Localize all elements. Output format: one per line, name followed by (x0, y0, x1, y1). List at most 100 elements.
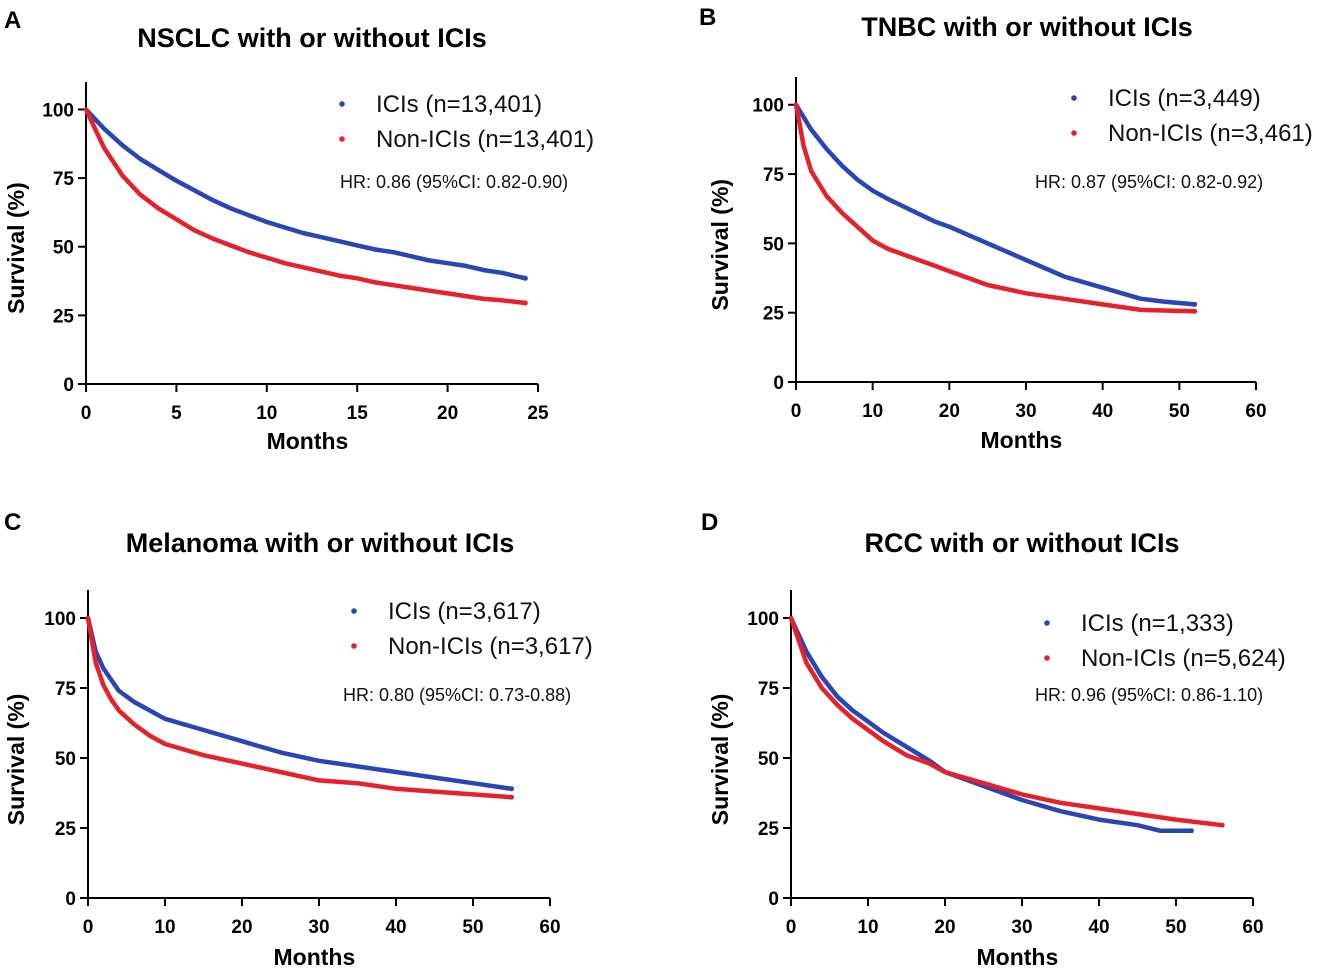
series-end-point (1192, 301, 1198, 307)
y-tick-label: 75 (53, 169, 75, 190)
legend-marker (1071, 130, 1077, 136)
y-tick-label: 50 (53, 238, 74, 259)
series-end-point (509, 794, 514, 800)
legend-marker (351, 643, 357, 649)
series-line-icis (83, 107, 528, 281)
legend-marker (1044, 620, 1050, 626)
legend-entry-icis: ICIs (n=3,617) (388, 598, 541, 625)
x-tick-label: 10 (862, 401, 883, 422)
x-axis-label: Months (267, 428, 349, 454)
y-tick-label: 0 (63, 375, 74, 396)
x-tick-label: 40 (1088, 917, 1109, 938)
series-line-icis (85, 615, 514, 792)
y-axis-label: Survival (%) (3, 182, 29, 314)
x-tick-label: 20 (437, 403, 458, 424)
y-tick-label: 75 (55, 679, 77, 700)
y-tick-label: 25 (763, 304, 785, 325)
y-axis-label: Survival (%) (3, 694, 29, 826)
panel-A: A NSCLC with or without ICIs 0 25 50 75 100 0 5 1… (3, 7, 594, 454)
x-tick-label: 0 (83, 917, 94, 938)
panel-letter: D (701, 509, 718, 536)
y-tick-label: 50 (763, 234, 784, 255)
x-tick-label: 30 (1015, 401, 1036, 422)
y-tick-label: 0 (768, 889, 779, 910)
hr-annotation: HR: 0.87 (95%CI: 0.82-0.92) (1035, 172, 1263, 192)
legend-entry-icis: ICIs (n=3,449) (1108, 85, 1261, 112)
legend-marker (339, 101, 345, 107)
x-tick-label: 15 (347, 403, 369, 424)
legend-entry-icis: ICIs (n=1,333) (1081, 610, 1234, 637)
x-tick-label: 60 (539, 917, 560, 938)
y-tick-label: 25 (55, 819, 77, 840)
x-tick-label: 10 (154, 917, 175, 938)
y-tick-label: 0 (65, 889, 76, 910)
chart-title: RCC with or without ICIs (865, 528, 1180, 558)
chart-title: TNBC with or without ICIs (861, 12, 1192, 42)
panel-letter: B (699, 4, 716, 31)
series-line-non-icis (788, 615, 1225, 828)
legend-entry-non-icis: Non-ICIs (n=3,461) (1108, 120, 1313, 147)
y-tick-label: 50 (758, 749, 779, 770)
series-line-non-icis (83, 107, 528, 306)
x-tick-label: 0 (791, 401, 802, 422)
y-tick-label: 50 (55, 749, 76, 770)
panel-letter: C (4, 509, 21, 536)
y-tick-label: 0 (773, 373, 784, 394)
hr-annotation: HR: 0.96 (95%CI: 0.86-1.10) (1035, 685, 1263, 705)
legend-marker (351, 608, 357, 614)
x-tick-label: 0 (786, 917, 797, 938)
x-tick-label: 10 (857, 917, 878, 938)
x-tick-label: 5 (171, 403, 182, 424)
series-end-point (509, 786, 514, 792)
panel-letter: A (4, 7, 21, 34)
y-tick-label: 75 (763, 165, 785, 186)
x-tick-label: 50 (1169, 401, 1190, 422)
x-tick-label: 30 (1011, 917, 1032, 938)
panel-D: D RCC with or without ICIs 0 25 50 75 100 0 10 20… (701, 509, 1286, 970)
y-tick-label: 100 (42, 100, 74, 121)
x-axis-label: Months (976, 944, 1058, 970)
series-end-point (1192, 308, 1198, 314)
series-line-icis (788, 615, 1194, 834)
chart-title: NSCLC with or without ICIs (137, 23, 486, 53)
x-tick-label: 20 (939, 401, 960, 422)
x-tick-label: 25 (527, 403, 549, 424)
y-tick-label: 75 (758, 679, 780, 700)
legend-entry-non-icis: Non-ICIs (n=13,401) (376, 126, 594, 153)
y-tick-label: 100 (747, 609, 779, 630)
x-tick-label: 50 (1165, 917, 1186, 938)
x-tick-label: 30 (308, 917, 329, 938)
series-end-point (1188, 828, 1194, 834)
x-tick-label: 40 (385, 917, 406, 938)
hr-annotation: HR: 0.86 (95%CI: 0.82-0.90) (340, 172, 568, 192)
legend-marker (339, 136, 345, 142)
x-tick-label: 60 (1245, 401, 1266, 422)
series-end-point (1219, 822, 1225, 828)
series-line-icis (793, 102, 1197, 307)
y-axis-label: Survival (%) (707, 179, 733, 311)
series-end-point (522, 300, 528, 306)
x-tick-label: 20 (934, 917, 955, 938)
series-line-non-icis (793, 102, 1197, 314)
x-tick-label: 60 (1242, 917, 1263, 938)
x-tick-label: 0 (81, 403, 92, 424)
series-end-point (522, 275, 528, 281)
legend-entry-non-icis: Non-ICIs (n=3,617) (388, 633, 593, 660)
y-tick-label: 100 (752, 96, 784, 117)
legend-entry-non-icis: Non-ICIs (n=5,624) (1081, 645, 1286, 672)
x-tick-label: 50 (462, 917, 483, 938)
y-axis-label: Survival (%) (707, 694, 733, 826)
y-tick-label: 25 (53, 306, 75, 327)
chart-title: Melanoma with or without ICIs (126, 528, 515, 558)
legend-entry-icis: ICIs (n=13,401) (376, 91, 542, 118)
x-axis-label: Months (273, 944, 355, 970)
legend-marker (1071, 95, 1077, 101)
x-tick-label: 20 (231, 917, 252, 938)
y-tick-label: 100 (44, 609, 76, 630)
series-line-non-icis (85, 615, 514, 800)
x-tick-label: 40 (1092, 401, 1113, 422)
y-tick-label: 25 (758, 819, 780, 840)
legend-marker (1044, 655, 1050, 661)
